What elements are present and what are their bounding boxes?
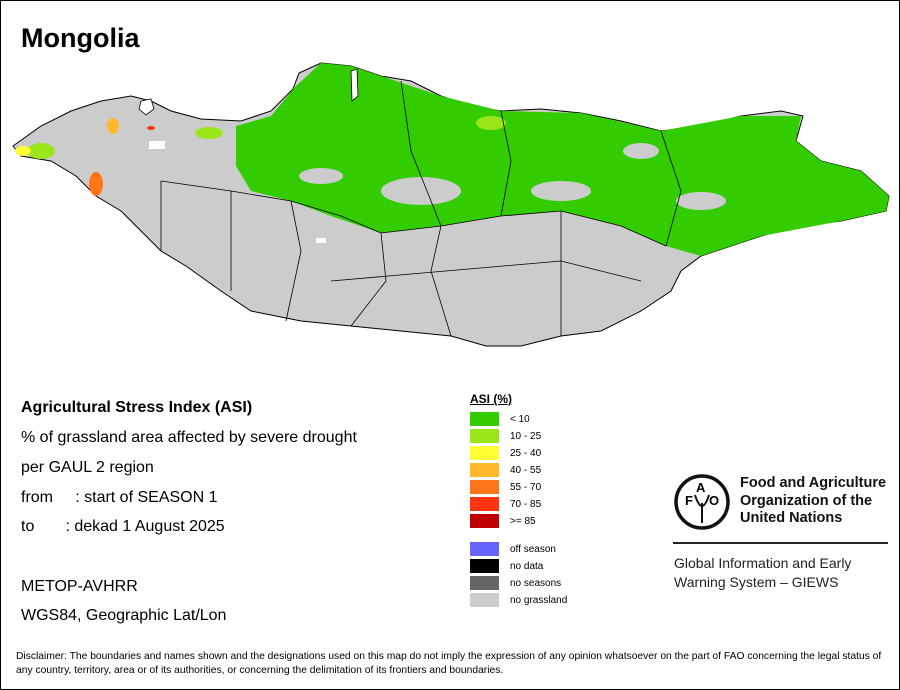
period-from: from : start of SEASON 1 <box>21 489 218 506</box>
legend-label: no data <box>510 560 544 572</box>
legend-label: off season <box>510 543 556 555</box>
divider <box>673 542 888 544</box>
svg-text:F: F <box>685 493 693 508</box>
asi-high-patches <box>15 118 155 196</box>
lakes <box>138 68 359 243</box>
legend-swatch <box>470 412 499 426</box>
legend-item: 10 - 25 <box>470 429 541 443</box>
legend-swatch <box>470 576 499 590</box>
legend-label: < 10 <box>510 413 530 425</box>
legend-item: < 10 <box>470 412 530 426</box>
legend-title: ASI (%) <box>470 392 512 406</box>
asi-10-25-patches <box>27 116 506 159</box>
legend-swatch <box>470 514 499 528</box>
legend-label: 25 - 40 <box>510 447 542 459</box>
fao-name-line: Organization of the <box>740 492 873 509</box>
map-title: Mongolia <box>21 23 140 53</box>
legend-label: >= 85 <box>510 515 536 527</box>
legend-item: >= 85 <box>470 514 536 528</box>
legend-item: 55 - 70 <box>470 480 541 494</box>
legend-label: no seasons <box>510 577 562 589</box>
svg-text:O: O <box>709 493 719 508</box>
fao-name-line: Food and Agriculture <box>740 475 887 491</box>
fao-name: Food and Agriculture Organization of the… <box>740 475 886 528</box>
legend-item: no data <box>470 559 543 573</box>
giews-name: Global Information and Early Warning Sys… <box>674 554 851 592</box>
legend-swatch <box>470 429 499 443</box>
legend-swatch <box>470 542 499 556</box>
giews-line: Warning System – GIEWS <box>674 574 839 590</box>
legend-label: 70 - 85 <box>510 498 542 510</box>
legend-swatch <box>470 463 499 477</box>
legend-label: no grassland <box>510 594 568 606</box>
sensor: METOP-AVHRR <box>21 578 138 595</box>
legend-item: no grassland <box>470 593 567 607</box>
legend-swatch <box>470 480 499 494</box>
legend-label: 40 - 55 <box>510 464 542 476</box>
period-to: to : dekad 1 August 2025 <box>21 518 225 535</box>
fao-emblem-icon: F A O <box>674 474 730 530</box>
region-level: per GAUL 2 region <box>21 459 154 476</box>
projection: WGS84, Geographic Lat/Lon <box>21 607 227 624</box>
legend-swatch <box>470 559 499 573</box>
legend-item: 25 - 40 <box>470 446 541 460</box>
legend-item: 40 - 55 <box>470 463 541 477</box>
admin-boundaries <box>160 80 682 337</box>
asi-below-10-area <box>236 63 889 256</box>
legend-item: off season <box>470 542 556 556</box>
index-description: % of grassland area affected by severe d… <box>21 429 357 446</box>
giews-line: Global Information and Early <box>674 555 852 571</box>
legend-swatch <box>470 593 499 607</box>
legend-swatch <box>470 497 499 511</box>
disclaimer: Disclaimer: The boundaries and names sho… <box>16 651 882 676</box>
legend-label: 10 - 25 <box>510 430 542 442</box>
legend-swatch <box>470 446 499 460</box>
grassland-gaps <box>299 143 726 210</box>
svg-text:A: A <box>696 480 706 495</box>
legend-item: 70 - 85 <box>470 497 541 511</box>
fao-name-line: United Nations <box>740 510 843 526</box>
mongolia-asi-map <box>12 62 890 347</box>
legend-item: no seasons <box>470 576 561 590</box>
legend-label: 55 - 70 <box>510 481 542 493</box>
index-title: Agricultural Stress Index (ASI) <box>21 399 253 416</box>
